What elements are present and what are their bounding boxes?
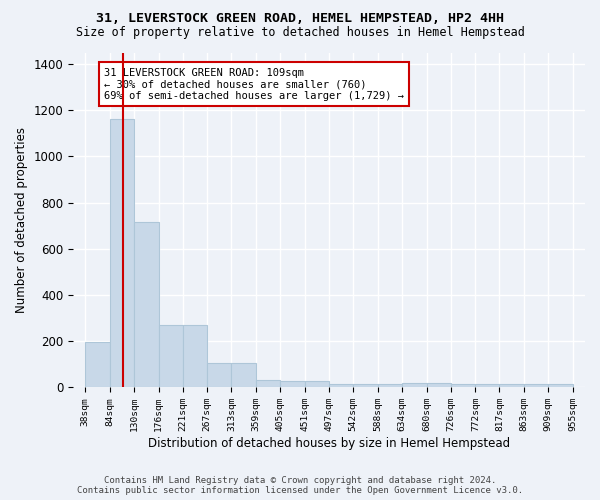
Bar bbox=[548, 384, 573, 387]
Bar bbox=[402, 382, 427, 387]
Text: Size of property relative to detached houses in Hemel Hempstead: Size of property relative to detached ho… bbox=[76, 26, 524, 39]
Bar bbox=[134, 222, 158, 387]
Bar bbox=[427, 382, 451, 387]
Bar bbox=[158, 325, 182, 387]
Bar bbox=[475, 384, 499, 387]
Bar bbox=[353, 384, 377, 387]
Bar bbox=[377, 384, 402, 387]
Y-axis label: Number of detached properties: Number of detached properties bbox=[15, 127, 28, 313]
Bar bbox=[256, 380, 280, 387]
Bar bbox=[305, 382, 329, 387]
Text: 31, LEVERSTOCK GREEN ROAD, HEMEL HEMPSTEAD, HP2 4HH: 31, LEVERSTOCK GREEN ROAD, HEMEL HEMPSTE… bbox=[96, 12, 504, 26]
Bar bbox=[524, 384, 548, 387]
X-axis label: Distribution of detached houses by size in Hemel Hempstead: Distribution of detached houses by size … bbox=[148, 437, 510, 450]
Bar bbox=[85, 342, 110, 387]
Bar bbox=[280, 382, 305, 387]
Bar bbox=[329, 384, 353, 387]
Bar bbox=[451, 384, 475, 387]
Bar bbox=[182, 325, 207, 387]
Bar bbox=[207, 362, 232, 387]
Bar bbox=[499, 384, 524, 387]
Bar bbox=[232, 362, 256, 387]
Text: Contains HM Land Registry data © Crown copyright and database right 2024.
Contai: Contains HM Land Registry data © Crown c… bbox=[77, 476, 523, 495]
Bar bbox=[110, 120, 134, 387]
Text: 31 LEVERSTOCK GREEN ROAD: 109sqm
← 30% of detached houses are smaller (760)
69% : 31 LEVERSTOCK GREEN ROAD: 109sqm ← 30% o… bbox=[104, 68, 404, 101]
